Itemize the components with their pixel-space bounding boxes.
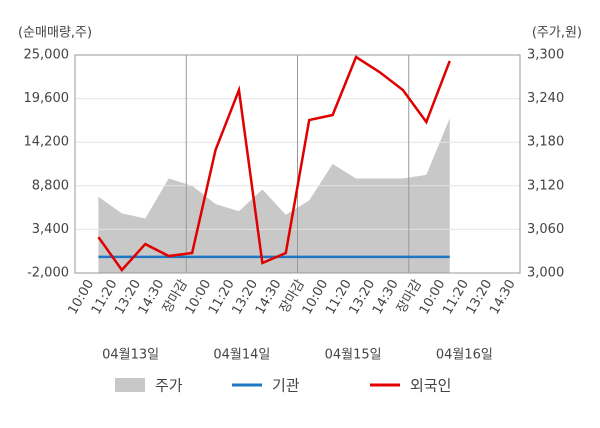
legend-swatch bbox=[115, 378, 145, 392]
y2-tick-label: 3,120 bbox=[527, 178, 564, 193]
date-label: 04월13일 bbox=[102, 348, 159, 363]
y2-tick-label: 3,000 bbox=[527, 266, 564, 281]
y-tick-label: -2,000 bbox=[27, 266, 69, 281]
legend-label: 외국인 bbox=[410, 377, 451, 395]
legend-label: 주가 bbox=[155, 377, 183, 395]
y2-tick-label: 3,240 bbox=[527, 91, 564, 106]
y2-axis-label: (주가,원) bbox=[532, 26, 582, 41]
legend-label: 기관 bbox=[272, 377, 300, 395]
y2-tick-label: 3,060 bbox=[527, 222, 564, 237]
y2-tick-label: 3,300 bbox=[527, 48, 564, 63]
price-area bbox=[98, 118, 450, 273]
y-tick-label: 3,400 bbox=[32, 222, 69, 237]
y-axis-label: (순매매량,주) bbox=[18, 26, 92, 41]
series-line bbox=[97, 55, 451, 273]
date-label: 04월16일 bbox=[436, 348, 493, 363]
y-tick-label: 19,600 bbox=[24, 91, 70, 106]
y-tick-label: 14,200 bbox=[24, 135, 70, 150]
date-label: 04월15일 bbox=[325, 348, 382, 363]
date-label: 04월14일 bbox=[213, 348, 270, 363]
y-tick-label: 25,000 bbox=[24, 48, 70, 63]
y2-tick-label: 3,180 bbox=[527, 135, 564, 150]
y-tick-label: 8,800 bbox=[32, 178, 69, 193]
